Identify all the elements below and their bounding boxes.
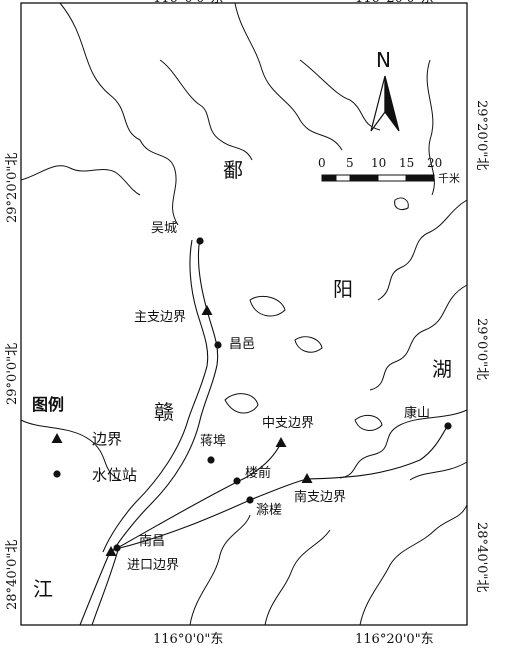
river-inlet bbox=[79, 551, 111, 626]
coord-left: 29°20'0"北 bbox=[5, 153, 20, 223]
station-louqian: 楼前 bbox=[233, 465, 271, 485]
boundary-label: 南支边界 bbox=[294, 489, 346, 505]
station-marker bbox=[113, 544, 121, 552]
water-label: 阳 bbox=[333, 277, 353, 301]
scale-segment bbox=[349, 174, 379, 182]
coord-left: 28°40'0"北 bbox=[5, 540, 20, 610]
river-south-branch bbox=[119, 478, 308, 549]
station-kangshan: 康山 bbox=[404, 405, 452, 430]
shoreline bbox=[159, 59, 253, 161]
river-inlet bbox=[91, 549, 119, 626]
boundary-marker bbox=[301, 473, 313, 483]
island bbox=[294, 336, 323, 353]
river-main-branch bbox=[111, 237, 219, 553]
scale-segment bbox=[377, 174, 407, 182]
scale-tick-label: 0 bbox=[318, 156, 326, 170]
station-label: 吴城 bbox=[151, 221, 177, 236]
station-wucheng: 吴城 bbox=[151, 221, 204, 245]
shoreline bbox=[189, 514, 251, 626]
coord-right: 29°0'0"北 bbox=[474, 318, 489, 380]
map-frame bbox=[20, 2, 468, 626]
shoreline bbox=[377, 199, 468, 301]
station-nanchang: 南昌 bbox=[113, 533, 165, 552]
scale-tick-label: 10 bbox=[371, 156, 386, 170]
north-arrow-left-icon bbox=[370, 75, 386, 132]
station-marker bbox=[246, 496, 254, 504]
scale-tick-label: 5 bbox=[346, 156, 354, 170]
coord-right: 29°20'0"北 bbox=[474, 100, 489, 170]
shoreline bbox=[20, 165, 141, 196]
boundary-label: 中支边界 bbox=[262, 416, 314, 431]
coord-top: 116°0'0"东 bbox=[153, 0, 223, 6]
station-label: 南昌 bbox=[139, 533, 165, 549]
coord-bottom: 116°20'0"东 bbox=[355, 632, 434, 647]
scale-tick-label: 15 bbox=[399, 156, 414, 170]
coastlines bbox=[20, 2, 468, 626]
shoreline bbox=[59, 2, 179, 226]
legend: 图例 边界 水位站 bbox=[32, 395, 137, 484]
station-marker bbox=[207, 456, 215, 464]
water-label: 赣 bbox=[154, 400, 174, 424]
station-chucha: 滁槎 bbox=[246, 496, 282, 518]
island bbox=[224, 393, 259, 414]
shoreline bbox=[359, 504, 468, 626]
boundary-marker bbox=[201, 305, 213, 315]
legend-item-label: 水位站 bbox=[92, 466, 137, 484]
boundary-marker bbox=[105, 546, 117, 556]
scale-bar: 0 5 10 15 20 千米 bbox=[318, 156, 460, 185]
legend-triangle-icon bbox=[51, 433, 63, 443]
island bbox=[249, 295, 286, 317]
boundary-marker bbox=[275, 437, 287, 447]
station-jiangbu: 蒋埠 bbox=[200, 434, 226, 464]
water-label: 江 bbox=[33, 577, 53, 601]
island bbox=[354, 414, 383, 431]
shoreline bbox=[234, 2, 343, 151]
shoreline bbox=[339, 409, 468, 479]
island bbox=[394, 197, 409, 211]
river-main-branch-bank bbox=[102, 239, 209, 553]
legend-circle-icon bbox=[53, 470, 61, 478]
station-label: 楼前 bbox=[245, 465, 271, 481]
shoreline bbox=[20, 419, 121, 481]
river-middle-branch bbox=[109, 442, 282, 553]
legend-item-label: 边界 bbox=[92, 430, 122, 448]
shoreline bbox=[409, 461, 468, 481]
shoreline bbox=[264, 529, 331, 626]
boundary-middle: 中支边界 bbox=[262, 416, 314, 447]
coord-bottom: 116°0'0"东 bbox=[153, 632, 223, 647]
scale-tick-label: 20 bbox=[427, 156, 442, 170]
rivers bbox=[79, 237, 449, 626]
legend-title: 图例 bbox=[32, 395, 64, 414]
station-marker bbox=[214, 341, 222, 349]
shoreline bbox=[369, 284, 468, 391]
coord-left: 29°0'0"北 bbox=[5, 343, 20, 405]
station-changyi: 昌邑 bbox=[214, 337, 255, 352]
river-south-branch bbox=[306, 424, 449, 480]
scale-unit: 千米 bbox=[438, 172, 460, 185]
boundary-inlet: 进口边界 bbox=[105, 546, 179, 573]
shoreline bbox=[299, 59, 381, 131]
station-label: 昌邑 bbox=[229, 337, 255, 352]
boundary-south: 南支边界 bbox=[294, 473, 346, 505]
station-label: 蒋埠 bbox=[200, 434, 226, 449]
boundary-main: 主支边界 bbox=[134, 305, 213, 325]
scale-segment bbox=[405, 174, 435, 182]
station-label: 滁槎 bbox=[256, 502, 282, 518]
coord-top: 116°20'0"东 bbox=[355, 0, 434, 6]
station-marker bbox=[196, 237, 204, 245]
coord-right: 28°40'0"北 bbox=[474, 522, 489, 592]
scale-segment bbox=[335, 174, 351, 182]
water-label: 湖 bbox=[432, 357, 452, 381]
scale-segment bbox=[321, 174, 337, 182]
north-arrow: N bbox=[370, 48, 400, 132]
boundary-label: 主支边界 bbox=[134, 310, 186, 325]
north-arrow-label: N bbox=[376, 48, 391, 72]
station-label: 康山 bbox=[404, 405, 430, 421]
north-arrow-right-icon bbox=[384, 75, 400, 132]
station-marker bbox=[233, 477, 241, 485]
boundary-label: 进口边界 bbox=[127, 558, 179, 573]
station-marker bbox=[444, 422, 452, 430]
water-label: 鄱 bbox=[223, 158, 243, 182]
